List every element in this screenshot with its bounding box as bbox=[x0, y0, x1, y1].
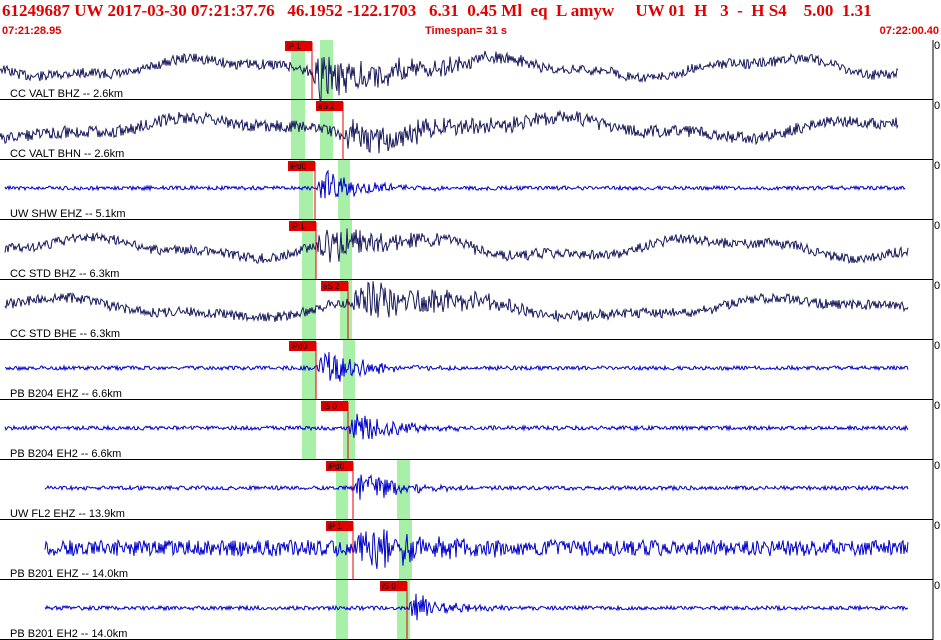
station-label: UW FL2 EHZ -- 13.9km bbox=[10, 508, 125, 520]
pick-window bbox=[336, 520, 348, 580]
waveform bbox=[4, 351, 909, 382]
pick-label: iP 1 bbox=[328, 522, 342, 531]
station-label: PB B201 EH2 -- 14.0km bbox=[10, 628, 127, 640]
amplitude-tick: 0 bbox=[934, 40, 940, 52]
trace-row[interactable]: 0 iP 1 PB B201 EHZ -- 14.0km bbox=[0, 520, 940, 580]
pick-flag[interactable] bbox=[285, 41, 312, 51]
waveform bbox=[4, 228, 909, 264]
pick-window bbox=[340, 280, 352, 340]
waveform bbox=[44, 474, 909, 500]
pick-window bbox=[336, 580, 348, 640]
trace-row[interactable]: 0 iPd0 UW SHW EHZ -- 5.1km bbox=[0, 160, 940, 220]
trace-row[interactable]: 0 iP 1 CC STD BHZ -- 6.3km bbox=[0, 220, 940, 280]
pick-flag[interactable] bbox=[326, 461, 353, 471]
pick-flag[interactable] bbox=[326, 521, 353, 531]
station-label: PB B204 EH2 -- 6.6km bbox=[10, 448, 121, 460]
waveform bbox=[0, 50, 899, 102]
trace-row[interactable]: 0 iP 1 CC VALT BHZ -- 2.6km bbox=[0, 40, 940, 102]
station-label: PB B204 EHZ -- 6.6km bbox=[10, 388, 122, 400]
amplitude-tick: 0 bbox=[934, 520, 940, 532]
pick-window bbox=[291, 40, 305, 100]
waveform bbox=[4, 169, 906, 199]
amplitude-tick: 0 bbox=[934, 220, 940, 232]
station-label: UW SHW EHZ -- 5.1km bbox=[10, 208, 126, 220]
pick-window bbox=[302, 400, 316, 460]
pick-label: iPd0 bbox=[328, 462, 345, 471]
pick-label: iPd0 bbox=[290, 162, 307, 171]
trace-row[interactable]: 0 iS 0 PB B201 EH2 -- 14.0km bbox=[0, 580, 940, 640]
station-label: PB B201 EHZ -- 14.0km bbox=[10, 568, 128, 580]
pick-flag[interactable] bbox=[380, 581, 407, 591]
pick-window bbox=[320, 100, 333, 160]
waveform bbox=[44, 529, 909, 569]
amplitude-tick: 0 bbox=[934, 280, 940, 292]
pick-flag[interactable] bbox=[289, 221, 316, 231]
pick-label: iPd0 bbox=[291, 342, 308, 351]
pick-label: iP 1 bbox=[287, 42, 301, 51]
trace-row[interactable]: 0 eS 2 CC VALT BHN -- 2.6km bbox=[0, 100, 940, 160]
pick-label: iP 1 bbox=[291, 222, 305, 231]
amplitude-tick: 0 bbox=[934, 460, 940, 472]
seismogram-panel[interactable]: 0 iP 1 CC VALT BHZ -- 2.6km 0 eS 2 CC VALT BH… bbox=[0, 40, 941, 640]
station-label: CC VALT BHN -- 2.6km bbox=[10, 148, 124, 160]
pick-flag[interactable] bbox=[288, 161, 315, 171]
station-label: CC STD BHE -- 6.3km bbox=[10, 328, 120, 340]
amplitude-tick: 0 bbox=[934, 160, 940, 172]
pick-window bbox=[291, 100, 305, 160]
trace-row[interactable]: 0 iS 0 PB B204 EH2 -- 6.6km bbox=[0, 400, 940, 460]
pick-label: eS 2 bbox=[323, 282, 340, 291]
pick-label: iS 0 bbox=[382, 582, 396, 591]
trace-row[interactable]: 0 eS 2 CC STD BHE -- 6.3km bbox=[0, 280, 940, 340]
pick-flag[interactable] bbox=[321, 281, 348, 291]
event-header: 61249687 UW 2017-03-30 07:21:37.76 46.19… bbox=[0, 0, 941, 40]
pick-window bbox=[397, 460, 410, 520]
amplitude-tick: 0 bbox=[934, 580, 940, 592]
pick-window bbox=[302, 280, 316, 340]
window-start-time: 07:21:28.95 bbox=[2, 25, 62, 37]
pick-label: iS 0 bbox=[323, 402, 337, 411]
waveform bbox=[44, 593, 909, 621]
trace-row[interactable]: 0 iPd0 UW FL2 EHZ -- 13.9km bbox=[0, 460, 940, 520]
window-end-time: 07:22:00.40 bbox=[879, 25, 939, 37]
pick-flag[interactable] bbox=[289, 341, 316, 351]
waveform bbox=[0, 109, 899, 154]
pick-window bbox=[299, 160, 313, 220]
pick-flag[interactable] bbox=[321, 401, 348, 411]
waveform bbox=[4, 281, 909, 323]
amplitude-tick: 0 bbox=[934, 400, 940, 412]
pick-window bbox=[343, 340, 355, 400]
pick-flag[interactable] bbox=[316, 101, 343, 111]
pick-label: eS 2 bbox=[318, 102, 335, 111]
amplitude-tick: 0 bbox=[934, 340, 940, 352]
event-summary-title: 61249687 UW 2017-03-30 07:21:37.76 46.19… bbox=[2, 1, 872, 20]
trace-row[interactable]: 0 iPd0 PB B204 EHZ -- 6.6km bbox=[0, 340, 940, 400]
waveform bbox=[4, 413, 909, 440]
timespan-readout: Timespan= 31 s bbox=[425, 25, 508, 37]
station-label: CC VALT BHZ -- 2.6km bbox=[10, 88, 123, 100]
pick-window bbox=[338, 160, 350, 220]
station-label: CC STD BHZ -- 6.3km bbox=[10, 268, 119, 280]
amplitude-tick: 0 bbox=[934, 100, 940, 112]
pick-window bbox=[336, 460, 348, 520]
